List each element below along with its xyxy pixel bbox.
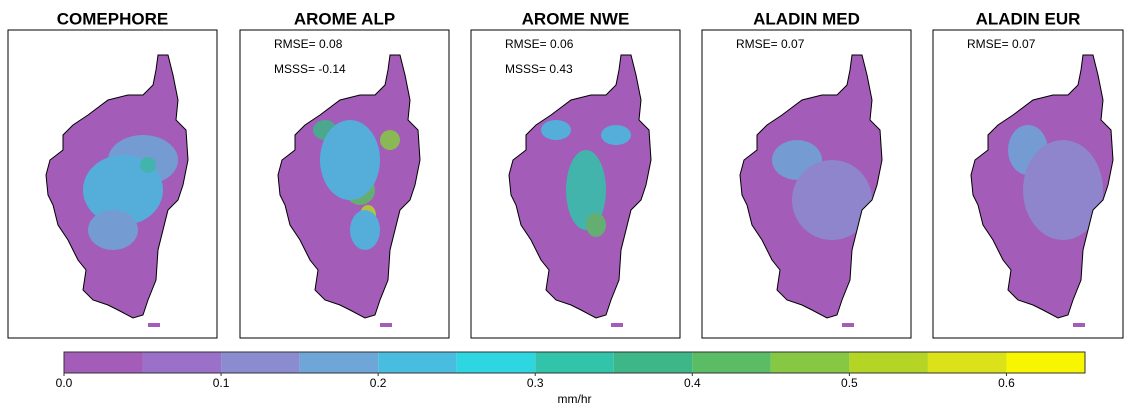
precip-area bbox=[586, 213, 606, 237]
precip-area bbox=[83, 155, 163, 225]
coastline bbox=[739, 54, 883, 319]
colorbar-bin bbox=[535, 352, 614, 373]
precip-area bbox=[320, 120, 380, 200]
field bbox=[772, 140, 872, 240]
score-label: RMSE= 0.06 bbox=[505, 37, 574, 51]
colorbar-tick-label: 0.2 bbox=[370, 376, 387, 390]
islet bbox=[148, 323, 160, 327]
map-panel: AROME ALP RMSE= 0.08 MSSS= -0.14 bbox=[239, 9, 450, 339]
colorbar-tick-label: 0.4 bbox=[684, 376, 701, 390]
colorbar-bin bbox=[456, 352, 536, 373]
panel-title: AROME NWE bbox=[522, 9, 630, 28]
field bbox=[541, 120, 631, 237]
coastline bbox=[508, 54, 652, 319]
colorbar-bin bbox=[378, 352, 457, 373]
panel-frame bbox=[7, 29, 218, 339]
field bbox=[83, 135, 178, 250]
colorbar-tick-label: 0.5 bbox=[841, 376, 858, 390]
colorbar-bin bbox=[849, 352, 928, 373]
precip-area bbox=[601, 125, 631, 145]
panel-frame bbox=[470, 29, 681, 339]
colorbar-label: mm/hr bbox=[558, 392, 592, 406]
colorbar-bin bbox=[64, 352, 143, 373]
colorbar-bin bbox=[770, 352, 850, 373]
panel-frame bbox=[701, 29, 912, 339]
field bbox=[313, 120, 400, 250]
score-label: MSSS= 0.43 bbox=[505, 62, 573, 76]
colorbar-tick-label: 0.0 bbox=[56, 376, 73, 390]
coastline bbox=[45, 54, 189, 319]
map-panel: ALADIN EUR RMSE= 0.07 bbox=[932, 9, 1124, 339]
colorbar-bin bbox=[613, 352, 693, 373]
precip-area bbox=[792, 160, 872, 240]
colorbar-tick-label: 0.1 bbox=[213, 376, 230, 390]
field bbox=[1008, 125, 1103, 240]
islet bbox=[611, 323, 623, 327]
colorbar-bin bbox=[692, 352, 771, 373]
colorbar-bin bbox=[221, 352, 300, 373]
colorbar-bin bbox=[299, 352, 379, 373]
islet bbox=[842, 323, 854, 327]
precip-area bbox=[566, 150, 606, 230]
colorbar-bin bbox=[1006, 352, 1085, 373]
coastline bbox=[277, 54, 421, 319]
colorbar-tick-label: 0.6 bbox=[998, 376, 1015, 390]
precip-area bbox=[1023, 140, 1103, 240]
panel-title: AROME ALP bbox=[294, 9, 395, 28]
score-label: RMSE= 0.08 bbox=[274, 37, 343, 51]
panel-frame bbox=[932, 29, 1124, 339]
score-label: RMSE= 0.07 bbox=[967, 37, 1036, 51]
panel-title: ALADIN MED bbox=[753, 9, 860, 28]
colorbar-bin bbox=[142, 352, 222, 373]
precip-area bbox=[350, 210, 380, 250]
islet bbox=[380, 323, 392, 327]
coastline bbox=[970, 54, 1114, 319]
map-panel: ALADIN MED RMSE= 0.07 bbox=[701, 9, 912, 339]
precip-area bbox=[88, 210, 138, 250]
colorbar-bin bbox=[927, 352, 1007, 373]
precip-area bbox=[140, 157, 156, 173]
panel-title: COMEPHORE bbox=[57, 9, 168, 28]
islet bbox=[1073, 323, 1085, 327]
score-label: MSSS= -0.14 bbox=[274, 62, 346, 76]
map-panel: COMEPHORE bbox=[7, 9, 218, 339]
precip-area bbox=[380, 130, 400, 150]
precip-area bbox=[541, 120, 571, 140]
colorbar-frame bbox=[63, 351, 1086, 374]
score-label: RMSE= 0.07 bbox=[736, 37, 805, 51]
panel-title: ALADIN EUR bbox=[976, 9, 1081, 28]
map-panel: AROME NWE RMSE= 0.06 MSSS= 0.43 bbox=[470, 9, 681, 339]
colorbar-tick-label: 0.3 bbox=[527, 376, 544, 390]
panel-frame bbox=[239, 29, 450, 339]
